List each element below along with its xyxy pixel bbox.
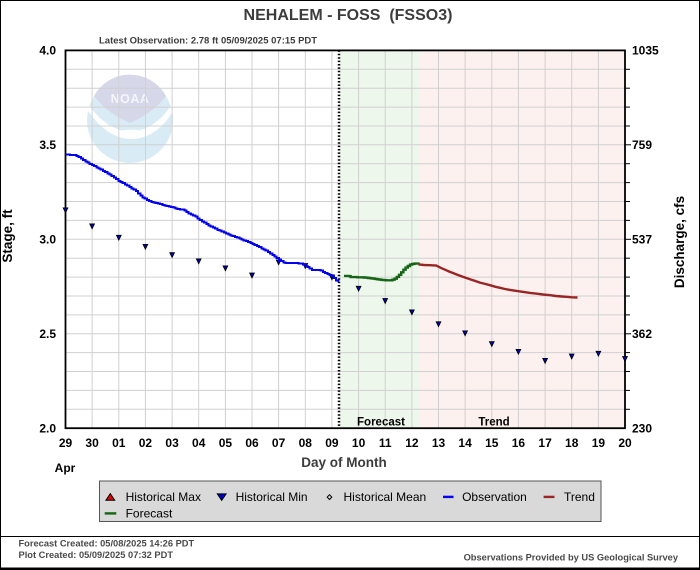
svg-text:03: 03 xyxy=(165,436,179,450)
svg-text:230: 230 xyxy=(632,421,652,435)
svg-text:NEHALEM - FOSS (FSSO3): NEHALEM - FOSS (FSSO3) xyxy=(244,7,453,24)
svg-text:Latest Observation: 2.78 ft 05: Latest Observation: 2.78 ft 05/09/2025 0… xyxy=(99,36,317,47)
svg-text:Observation: Observation xyxy=(462,490,527,504)
svg-text:4.0: 4.0 xyxy=(39,44,56,58)
svg-text:02: 02 xyxy=(139,436,153,450)
svg-text:30: 30 xyxy=(85,436,99,450)
svg-text:04: 04 xyxy=(192,436,206,450)
svg-text:05: 05 xyxy=(219,436,233,450)
svg-text:Stage, ft: Stage, ft xyxy=(0,209,15,263)
svg-text:537: 537 xyxy=(632,233,652,247)
svg-text:14: 14 xyxy=(458,436,472,450)
svg-text:Observations Provided by US Ge: Observations Provided by US Geological S… xyxy=(464,553,679,563)
svg-text:2.0: 2.0 xyxy=(39,421,56,435)
svg-text:29: 29 xyxy=(59,436,73,450)
svg-text:1035: 1035 xyxy=(632,44,659,58)
svg-text:16: 16 xyxy=(512,436,526,450)
svg-text:Forecast: Forecast xyxy=(126,506,173,520)
svg-text:Trend: Trend xyxy=(564,490,595,504)
svg-text:07: 07 xyxy=(272,436,286,450)
svg-text:15: 15 xyxy=(485,436,499,450)
svg-text:Forecast Created: 05/08/2025 1: Forecast Created: 05/08/2025 14:26 PDT xyxy=(19,539,195,549)
svg-text:NOAA: NOAA xyxy=(111,92,150,106)
svg-text:Forecast: Forecast xyxy=(357,417,405,429)
svg-text:Discharge, cfs: Discharge, cfs xyxy=(672,196,687,288)
svg-text:3.5: 3.5 xyxy=(39,138,56,152)
svg-text:2.5: 2.5 xyxy=(39,327,56,341)
svg-text:Day of Month: Day of Month xyxy=(301,455,387,470)
svg-text:08: 08 xyxy=(299,436,313,450)
svg-text:362: 362 xyxy=(632,327,652,341)
svg-text:11: 11 xyxy=(379,436,392,450)
svg-text:19: 19 xyxy=(592,436,606,450)
svg-text:18: 18 xyxy=(565,436,579,450)
svg-text:01: 01 xyxy=(112,436,126,450)
svg-text:12: 12 xyxy=(405,436,419,450)
svg-text:Historical Min: Historical Min xyxy=(236,490,308,504)
svg-text:3.0: 3.0 xyxy=(39,233,56,247)
svg-text:759: 759 xyxy=(632,138,652,152)
svg-text:09: 09 xyxy=(325,436,339,450)
svg-text:Plot Created: 05/09/2025 07:32: Plot Created: 05/09/2025 07:32 PDT xyxy=(19,550,174,560)
svg-text:10: 10 xyxy=(352,436,366,450)
svg-text:06: 06 xyxy=(245,436,259,450)
svg-text:Apr: Apr xyxy=(55,461,76,475)
svg-text:Historical Mean: Historical Mean xyxy=(344,490,427,504)
svg-text:17: 17 xyxy=(538,436,552,450)
svg-text:Trend: Trend xyxy=(478,417,509,429)
svg-text:13: 13 xyxy=(432,436,446,450)
svg-text:20: 20 xyxy=(618,436,632,450)
svg-text:Historical Max: Historical Max xyxy=(126,490,201,504)
